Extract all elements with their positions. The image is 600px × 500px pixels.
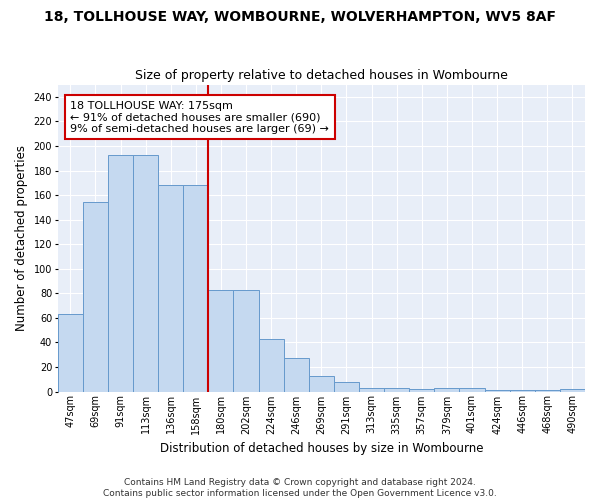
Bar	[460, 388, 485, 392]
Bar	[108, 154, 133, 392]
Bar	[535, 390, 560, 392]
Bar	[58, 314, 83, 392]
Bar	[359, 388, 384, 392]
Bar	[233, 290, 259, 392]
Text: Contains HM Land Registry data © Crown copyright and database right 2024.
Contai: Contains HM Land Registry data © Crown c…	[103, 478, 497, 498]
Text: 18 TOLLHOUSE WAY: 175sqm
← 91% of detached houses are smaller (690)
9% of semi-d: 18 TOLLHOUSE WAY: 175sqm ← 91% of detach…	[70, 100, 329, 134]
Bar	[284, 358, 309, 392]
Bar	[309, 376, 334, 392]
X-axis label: Distribution of detached houses by size in Wombourne: Distribution of detached houses by size …	[160, 442, 483, 455]
Bar	[208, 290, 233, 392]
Bar	[83, 202, 108, 392]
Bar	[560, 389, 585, 392]
Bar	[434, 388, 460, 392]
Bar	[259, 338, 284, 392]
Bar	[509, 390, 535, 392]
Bar	[384, 388, 409, 392]
Bar	[485, 390, 509, 392]
Bar	[183, 185, 208, 392]
Y-axis label: Number of detached properties: Number of detached properties	[15, 145, 28, 331]
Bar	[158, 185, 183, 392]
Title: Size of property relative to detached houses in Wombourne: Size of property relative to detached ho…	[135, 69, 508, 82]
Bar	[409, 389, 434, 392]
Bar	[133, 154, 158, 392]
Text: 18, TOLLHOUSE WAY, WOMBOURNE, WOLVERHAMPTON, WV5 8AF: 18, TOLLHOUSE WAY, WOMBOURNE, WOLVERHAMP…	[44, 10, 556, 24]
Bar	[334, 382, 359, 392]
